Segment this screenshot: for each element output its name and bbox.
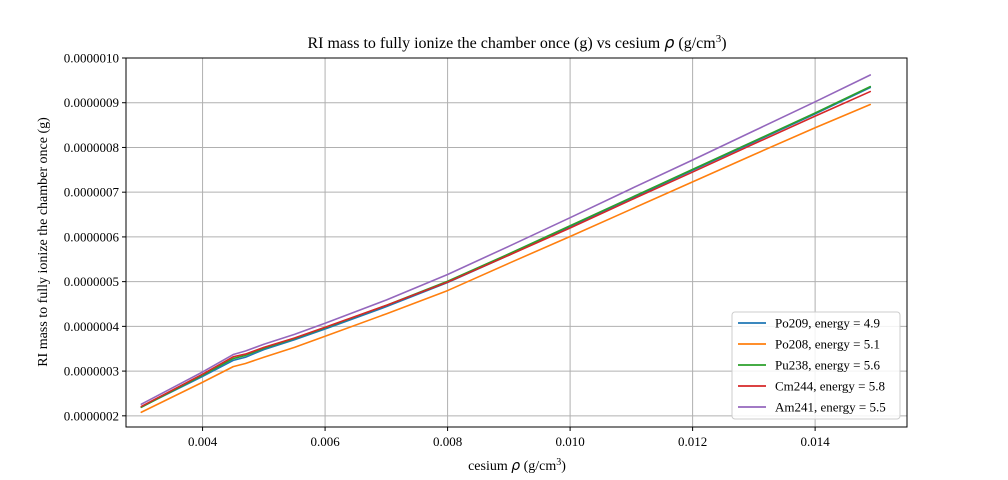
series-line: [140, 90, 872, 408]
legend-label: Am241, energy = 5.5: [775, 400, 886, 415]
legend-label: Po208, energy = 5.1: [775, 337, 880, 352]
y-tick-label: 0.0000010: [64, 51, 119, 66]
y-tick-label: 0.0000002: [64, 408, 119, 423]
x-tick-label: 0.006: [310, 434, 340, 449]
legend-label: Cm244, energy = 5.8: [775, 379, 885, 394]
title-end: ): [721, 35, 726, 52]
series-line: [140, 103, 872, 414]
xlabel-rho: ρ: [511, 458, 520, 474]
x-tick-label: 0.004: [188, 434, 218, 449]
series-line: [140, 74, 872, 405]
legend-label: Pu238, energy = 5.6: [775, 358, 880, 373]
title-rho: ρ: [664, 33, 674, 52]
xlabel-end: ): [561, 459, 566, 474]
x-tick-label: 0.008: [433, 434, 462, 449]
xlabel-unit: (g/cm: [520, 459, 556, 474]
y-tick-label: 0.0000004: [64, 319, 120, 334]
legend-label: Po209, energy = 4.9: [775, 316, 880, 331]
y-tick-label: 0.0000008: [64, 140, 119, 155]
legend: Po209, energy = 4.9 Po208, energy = 5.1 Pu…: [731, 311, 901, 420]
y-tick-label: 0.0000009: [64, 95, 119, 110]
x-tick-label: 0.014: [800, 434, 830, 449]
title-sup: 3: [716, 33, 722, 45]
y-tick-label: 0.0000006: [64, 229, 120, 244]
x-tick-label: 0.012: [678, 434, 707, 449]
title-unit: (g/cm: [674, 35, 716, 52]
series-line: [140, 86, 872, 408]
chart-title: RI mass to fully ionize the chamber once…: [307, 33, 726, 52]
legend-box: [731, 311, 901, 420]
xlabel-main: cesium: [468, 459, 511, 474]
y-tick-label: 0.0000005: [64, 274, 119, 289]
x-axis-title: cesium ρ (g/cm3): [468, 457, 566, 474]
y-axis-title: RI mass to fully ionize the chamber once…: [36, 117, 51, 367]
y-tick-label: 0.0000003: [64, 364, 119, 379]
series-layer: [140, 74, 872, 414]
plot-frame: [125, 57, 908, 428]
xlabel-sup: 3: [556, 457, 561, 468]
ticks: 0.004 0.006 0.008 0.010 0.012 0.014 0.0000002 0…: [64, 51, 830, 450]
y-tick-label: 0.0000007: [64, 185, 120, 200]
x-tick-label: 0.010: [555, 434, 584, 449]
title-main: RI mass to fully ionize the chamber once…: [307, 35, 664, 52]
